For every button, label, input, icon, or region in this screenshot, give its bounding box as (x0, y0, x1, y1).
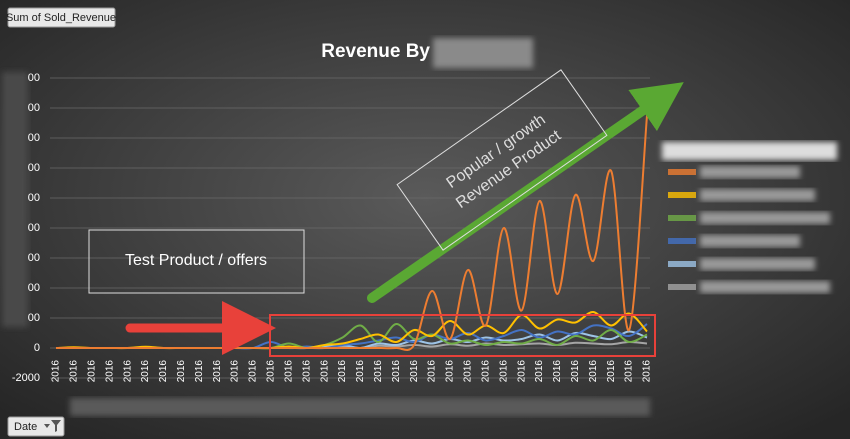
x-tick-label: 2016 (373, 360, 384, 383)
x-tick-label: 2016 (480, 360, 491, 383)
legend-swatch (668, 192, 696, 198)
annotation-box (88, 229, 305, 294)
redacted (700, 189, 815, 201)
legend-swatch (668, 215, 696, 221)
legend-swatch (668, 169, 696, 175)
x-tick-label: 2016 (319, 360, 330, 383)
annotation-text: Test Product / offers (125, 252, 267, 269)
y-tick-label: 0 (34, 342, 40, 354)
x-tick-label: 2016 (445, 360, 456, 383)
x-tick-label: 2016 (355, 360, 366, 383)
x-tick-label: 2016 (427, 360, 438, 383)
field-button[interactable] (7, 7, 116, 28)
x-tick-label: 2016 (104, 360, 115, 383)
x-tick-label: 2016 (588, 360, 599, 383)
redacted (700, 166, 800, 178)
y-tick-label: 00 (28, 252, 40, 264)
redacted (700, 235, 800, 247)
highlight-box (269, 314, 656, 357)
series-line (56, 115, 648, 351)
x-tick-label: 2016 (158, 360, 169, 383)
filter-icon[interactable] (44, 420, 61, 432)
redacted (433, 38, 533, 68)
x-tick-label: 2016 (140, 360, 151, 383)
x-tick-label: 2016 (391, 360, 402, 383)
x-tick-label: 2016 (86, 360, 97, 383)
y-tick-label: 00 (28, 192, 40, 204)
x-tick-label: 2016 (230, 360, 241, 383)
green-arrow (367, 82, 684, 303)
x-tick-label: 2016 (534, 360, 545, 383)
x-tick-label: 2016 (248, 360, 259, 383)
redacted (700, 212, 830, 224)
redacted (662, 142, 837, 160)
legend-swatch (668, 261, 696, 267)
x-tick-label: 2016 (570, 360, 581, 383)
x-tick-label: 2016 (69, 360, 80, 383)
x-tick-label: 2016 (642, 360, 653, 383)
chart-title: Revenue By (321, 41, 430, 62)
axis-button[interactable] (7, 416, 65, 437)
x-tick-label: 2016 (51, 360, 62, 383)
x-tick-label: 2016 (463, 360, 474, 383)
x-tick-label: 2016 (194, 360, 205, 383)
x-tick-label: 2016 (606, 360, 617, 383)
y-tick-label: 00 (28, 132, 40, 144)
x-tick-label: 2016 (337, 360, 348, 383)
y-tick-label: -2000 (12, 372, 40, 384)
x-tick-label: 2016 (122, 360, 133, 383)
redacted (70, 398, 650, 416)
legend-swatch (668, 238, 696, 244)
x-tick-label: 2016 (409, 360, 420, 383)
x-tick-label: 2016 (283, 360, 294, 383)
x-tick-label: 2016 (516, 360, 527, 383)
x-tick-label: 2016 (212, 360, 223, 383)
field-button-label: Sum of Sold_Revenue (6, 12, 116, 24)
redacted (2, 72, 28, 327)
redacted (700, 258, 815, 270)
x-tick-label: 2016 (498, 360, 509, 383)
x-tick-label: 2016 (624, 360, 635, 383)
y-tick-label: 00 (28, 282, 40, 294)
axis-button-label: Date (14, 421, 37, 433)
y-tick-label: 00 (28, 222, 40, 234)
redacted (700, 281, 830, 293)
y-tick-label: 00 (28, 72, 40, 84)
y-tick-label: 00 (28, 162, 40, 174)
annotation-box (396, 69, 608, 251)
y-tick-label: 00 (28, 102, 40, 114)
x-tick-label: 2016 (176, 360, 187, 383)
x-tick-label: 2016 (301, 360, 312, 383)
y-tick-label: 00 (28, 312, 40, 324)
legend-swatch (668, 284, 696, 290)
x-tick-label: 2016 (552, 360, 563, 383)
x-tick-label: 2016 (266, 360, 277, 383)
